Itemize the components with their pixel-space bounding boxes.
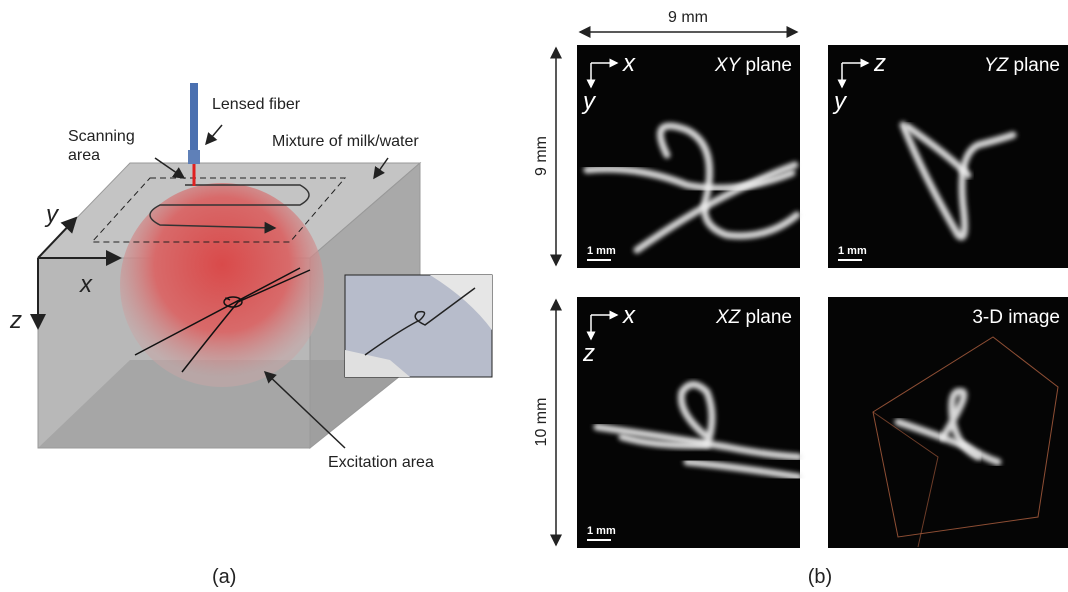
axis-label: z bbox=[9, 307, 22, 334]
plane-label: YZ plane bbox=[984, 55, 1060, 76]
arrow bbox=[206, 125, 222, 144]
image-title: 3-D image bbox=[972, 307, 1060, 328]
plane-word: plane bbox=[746, 307, 793, 328]
panel-a: Lensed fiber Scanning area Mixture of mi… bbox=[9, 83, 492, 588]
axis-label: y bbox=[44, 201, 60, 228]
axis-label: x bbox=[622, 302, 636, 329]
axis-label: z bbox=[873, 50, 886, 77]
label: Scanning bbox=[68, 128, 135, 145]
plane-word: plane bbox=[746, 55, 793, 76]
image-panel: xz XZ plane 1 mm bbox=[577, 297, 800, 548]
image-panel: zy YZ plane 1 mm bbox=[828, 45, 1068, 268]
scale-label: 1 mm bbox=[838, 245, 867, 257]
axis-label: x bbox=[79, 271, 93, 298]
label: area bbox=[68, 147, 100, 164]
dimension-label: 9 mm bbox=[533, 136, 550, 176]
label: Mixture of milk/water bbox=[272, 133, 419, 150]
axis-label: x bbox=[622, 50, 636, 77]
fiber-lens bbox=[188, 150, 200, 164]
image-panel: 3-D image bbox=[828, 297, 1068, 548]
label: Lensed fiber bbox=[212, 96, 301, 113]
plane-word: plane bbox=[1014, 55, 1061, 76]
plane-name: YZ bbox=[984, 55, 1010, 76]
fiber bbox=[190, 83, 198, 155]
dimension-label: 9 mm bbox=[668, 9, 708, 26]
axis-label: z bbox=[582, 340, 595, 367]
plane-name: XZ bbox=[715, 307, 742, 328]
scale-label: 1 mm bbox=[587, 245, 616, 257]
caption: (a) bbox=[212, 566, 236, 588]
plane-name: XY bbox=[714, 55, 742, 76]
axis-label: y bbox=[581, 88, 597, 115]
image-panel: xy XY plane 1 mm bbox=[577, 45, 800, 268]
plane-label: XY plane bbox=[714, 55, 792, 76]
plane-label: XZ plane bbox=[715, 307, 792, 328]
label: Excitation area bbox=[328, 454, 434, 471]
scale-label: 1 mm bbox=[587, 525, 616, 537]
figure: Lensed fiber Scanning area Mixture of mi… bbox=[0, 0, 1068, 592]
axis-label: y bbox=[832, 88, 848, 115]
dimension-label: 10 mm bbox=[533, 398, 550, 447]
caption: (b) bbox=[808, 566, 832, 588]
